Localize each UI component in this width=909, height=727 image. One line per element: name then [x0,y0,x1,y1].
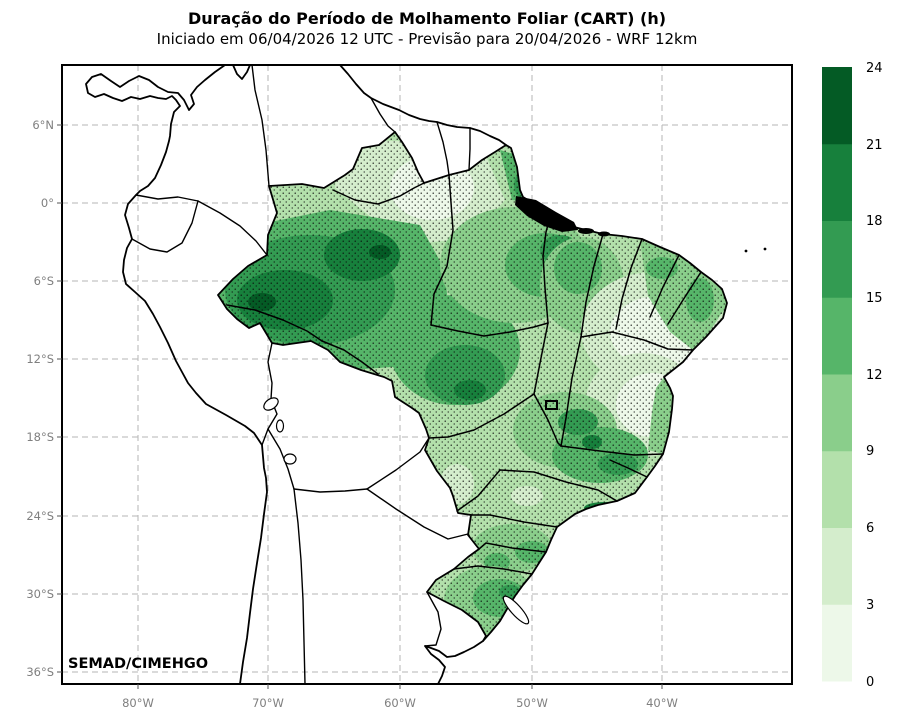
x-tick-40w: 40°W [646,696,678,710]
cbar-tick-24: 24 [866,61,883,76]
lake-titicaca [263,397,279,411]
colorbar-segment [822,297,852,375]
cbar-tick-0: 0 [866,675,874,690]
y-tick-36s: 36°S [26,665,54,679]
colorbar-segment [822,527,852,605]
lake-poopo [275,419,285,433]
brazil-outline [217,131,728,642]
cbar-tick-21: 21 [866,138,883,153]
figure-title: Duração do Período de Molhamento Foliar … [188,9,666,28]
y-tick-24s: 24°S [26,509,54,523]
guianas-coast [339,64,507,146]
stipple-overlay [218,132,727,641]
x-tick-60w: 60°W [384,696,416,710]
y-tick-6n: 6°N [32,118,54,132]
colorbar-segment [822,143,852,221]
y-tick-30s: 30°S [26,587,54,601]
colorbar-segment [822,67,852,145]
state-borders [226,174,702,575]
figure-subtitle: Iniciado em 06/04/2026 12 UTC - Previsão… [157,30,698,48]
uruguay-plata-coast [424,640,484,685]
y-tick-6s: 6°S [34,274,54,288]
y-tick-12s: 12°S [26,352,54,366]
salar-de-uyuni [283,453,297,465]
cbar-tick-9: 9 [866,444,874,459]
wetness-field-blobs [218,132,727,641]
coastlines [85,64,767,685]
amazon-mouth-dense-cluster [515,196,610,237]
pacific-caribbean-coast [85,64,268,685]
plot-frame [61,64,793,685]
colorbar: 24 21 18 15 12 9 6 3 0 [822,61,883,690]
y-tick-0: 0° [41,196,54,210]
country-borders [131,64,530,685]
colorbar-segment [822,604,852,682]
colorbar-segment [822,220,852,298]
x-tick-50w: 50°W [516,696,548,710]
federal-district-marker [545,400,558,410]
cbar-tick-12: 12 [866,368,883,383]
x-axis: 80°W 70°W 60°W 50°W 40°W [122,684,678,710]
colorbar-segment [822,450,852,528]
cbar-tick-3: 3 [866,598,874,613]
ocean-island-dot [744,249,748,253]
brazil-wetness-field [217,131,728,642]
maracaibo-notch [232,64,251,80]
y-tick-18s: 18°S [26,430,54,444]
x-tick-80w: 80°W [122,696,154,710]
lagoa-dos-patos [502,595,530,625]
figure-header: Duração do Período de Molhamento Foliar … [157,9,698,48]
ocean-island-dot [763,247,767,251]
x-tick-70w: 70°W [252,696,284,710]
cbar-tick-6: 6 [866,521,874,536]
y-axis: 6°N 0° 6°S 12°S 18°S 24°S 30°S 36°S [26,118,62,679]
credit-label: SEMAD/CIMEHGO [68,656,208,672]
colorbar-segment [822,374,852,452]
cbar-tick-15: 15 [866,291,883,306]
cbar-tick-18: 18 [866,214,883,229]
